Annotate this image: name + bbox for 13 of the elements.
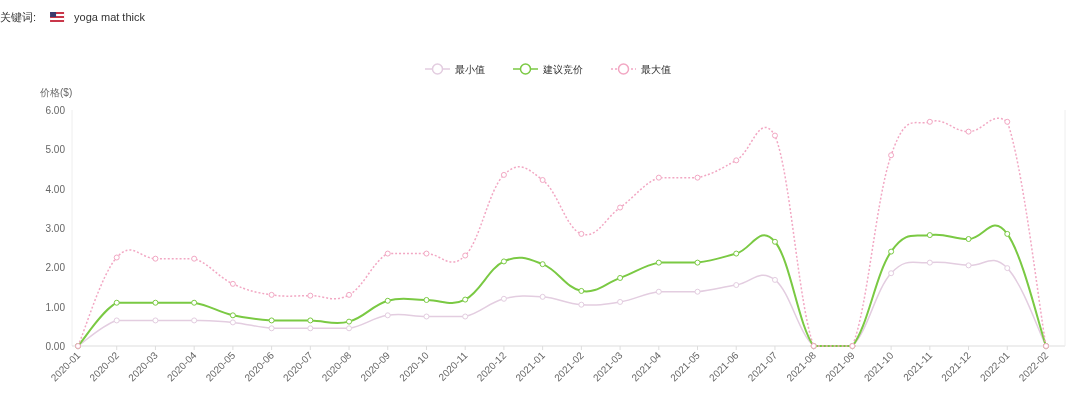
y-tick-label: 0.00 xyxy=(45,341,66,352)
y-tick-label: 4.00 xyxy=(45,183,66,195)
y-tick-label: 1.00 xyxy=(45,301,66,313)
chart-title: 关键词: xyxy=(0,11,37,23)
y-tick-label: 5.00 xyxy=(45,144,66,156)
chart-subtitle: yoga mat thick xyxy=(74,11,146,23)
legend-label: 最大值 xyxy=(641,64,671,75)
y-tick-label: 2.00 xyxy=(45,262,66,274)
legend-label: 建议竞价 xyxy=(542,64,583,75)
legend-label: 最小值 xyxy=(455,64,485,75)
y-tick-label: 6.00 xyxy=(45,105,66,116)
y-axis-title: 价格($) xyxy=(39,87,73,98)
y-tick-label: 3.00 xyxy=(45,223,66,234)
